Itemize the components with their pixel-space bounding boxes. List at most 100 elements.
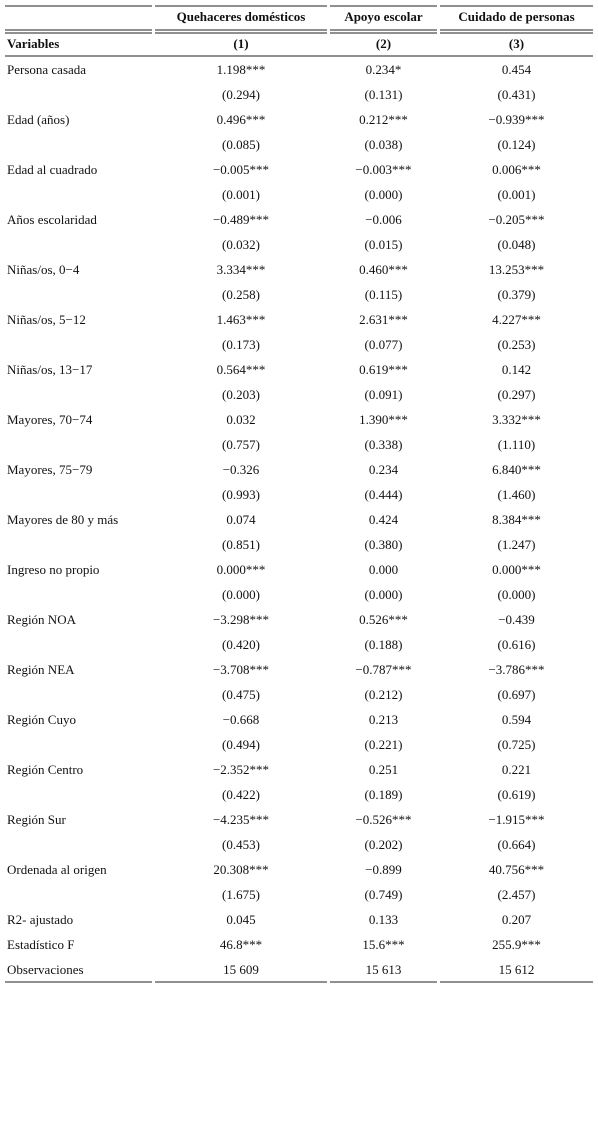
standard-error: (0.494)	[222, 737, 260, 752]
column-title: Apoyo escolar	[344, 9, 423, 24]
row-label: Niñas/os, 0−4	[7, 262, 80, 277]
coefficient: 0.454	[502, 62, 532, 77]
standard-error: (0.453)	[222, 837, 260, 852]
standard-error: (0.221)	[365, 737, 403, 752]
standard-error: (0.048)	[498, 237, 536, 252]
standard-error: (0.000)	[365, 187, 403, 202]
coefficient: 15 612	[499, 962, 535, 977]
standard-error: (2.457)	[498, 887, 536, 902]
row-label: Mayores de 80 y más	[7, 512, 118, 527]
row-label: Ingreso no propio	[7, 562, 99, 577]
standard-error: (0.380)	[365, 537, 403, 552]
standard-error: (0.253)	[498, 337, 536, 352]
standard-error: (0.338)	[365, 437, 403, 452]
coefficient: 0.619***	[359, 362, 408, 377]
coefficient: 0.000	[369, 562, 398, 577]
standard-error: (0.475)	[222, 687, 260, 702]
standard-error: (0.431)	[498, 87, 536, 102]
coefficient: 255.9***	[492, 937, 541, 952]
coefficient: −4.235***	[213, 812, 269, 827]
standard-error: (0.725)	[498, 737, 536, 752]
coefficient: 0.251	[369, 762, 398, 777]
standard-error: (0.297)	[498, 387, 536, 402]
standard-error: (0.619)	[498, 787, 536, 802]
coefficient: −0.006	[365, 212, 402, 227]
standard-error: (0.091)	[365, 387, 403, 402]
row-label: Niñas/os, 5−12	[7, 312, 86, 327]
coefficient: −2.352***	[213, 762, 269, 777]
coefficient: −3.786***	[488, 662, 544, 677]
standard-error: (0.202)	[365, 837, 403, 852]
standard-error: (0.173)	[222, 337, 260, 352]
standard-error: (1.675)	[222, 887, 260, 902]
row-label: Mayores, 70−74	[7, 412, 93, 427]
standard-error: (0.851)	[222, 537, 260, 552]
standard-error: (1.247)	[498, 537, 536, 552]
coefficient: −0.526***	[355, 812, 411, 827]
coefficient: 0.594	[502, 712, 532, 727]
standard-error: (0.131)	[365, 87, 403, 102]
coefficient: 0.142	[502, 362, 531, 377]
coefficient: 0.234	[369, 462, 399, 477]
coefficient: −0.787***	[355, 662, 411, 677]
rules	[5, 5, 593, 983]
column-number: (3)	[509, 36, 524, 51]
coefficient: −0.939***	[488, 112, 544, 127]
coefficient: 0.212***	[359, 112, 408, 127]
coefficient: −0.326	[223, 462, 260, 477]
coefficient: 0.133	[369, 912, 398, 927]
standard-error: (0.000)	[365, 587, 403, 602]
coefficient: 0.234*	[366, 62, 402, 77]
standard-error: (0.189)	[365, 787, 403, 802]
row-label: Región NOA	[7, 612, 77, 627]
column-title: Cuidado de personas	[458, 9, 574, 24]
standard-error: (0.001)	[222, 187, 260, 202]
standard-error: (0.001)	[498, 187, 536, 202]
standard-error: (0.697)	[498, 687, 536, 702]
row-label: Persona casada	[7, 62, 86, 77]
row-label: Edad (años)	[7, 112, 69, 127]
standard-error: (0.757)	[222, 437, 260, 452]
standard-error: (0.664)	[498, 837, 536, 852]
coefficient: 1.463***	[217, 312, 266, 327]
standard-error: (0.379)	[498, 287, 536, 302]
coefficient: 0.424	[369, 512, 399, 527]
row-label: Observaciones	[7, 962, 84, 977]
coefficient: 0.221	[502, 762, 531, 777]
row-label: Mayores, 75−79	[7, 462, 92, 477]
coefficient: −0.439	[498, 612, 535, 627]
coefficient: 0.045	[226, 912, 255, 927]
variables-label: Variables	[7, 36, 59, 51]
standard-error: (0.077)	[365, 337, 403, 352]
coefficient: 46.8***	[220, 937, 262, 952]
row-label: Ordenada al origen	[7, 862, 107, 877]
coefficient: 0.460***	[359, 262, 408, 277]
coefficient: 4.227***	[492, 312, 541, 327]
standard-error: (0.294)	[222, 87, 260, 102]
row-label: Región Sur	[7, 812, 67, 827]
row-label: Edad al cuadrado	[7, 162, 97, 177]
coefficient: 1.198***	[217, 62, 266, 77]
coefficient: 3.332***	[492, 412, 541, 427]
standard-error: (0.203)	[222, 387, 260, 402]
standard-error: (0.258)	[222, 287, 260, 302]
standard-error: (0.188)	[365, 637, 403, 652]
row-label: Años escolaridad	[7, 212, 97, 227]
coefficient: 0.496***	[217, 112, 266, 127]
coefficient: 0.000***	[492, 562, 541, 577]
coefficient: −0.668	[223, 712, 260, 727]
standard-error: (0.212)	[365, 687, 403, 702]
coefficient: 6.840***	[492, 462, 541, 477]
row-label: Niñas/os, 13−17	[7, 362, 93, 377]
standard-error: (0.038)	[365, 137, 403, 152]
coefficient: 2.631***	[359, 312, 408, 327]
standard-error: (0.085)	[222, 137, 260, 152]
row-label: Estadístico F	[7, 937, 75, 952]
coefficient: 0.000***	[217, 562, 266, 577]
coefficient: −0.003***	[355, 162, 411, 177]
standard-error: (0.422)	[222, 787, 260, 802]
row-label: Región NEA	[7, 662, 75, 677]
coefficient: 15.6***	[362, 937, 404, 952]
column-title: Quehaceres domésticos	[177, 9, 306, 24]
